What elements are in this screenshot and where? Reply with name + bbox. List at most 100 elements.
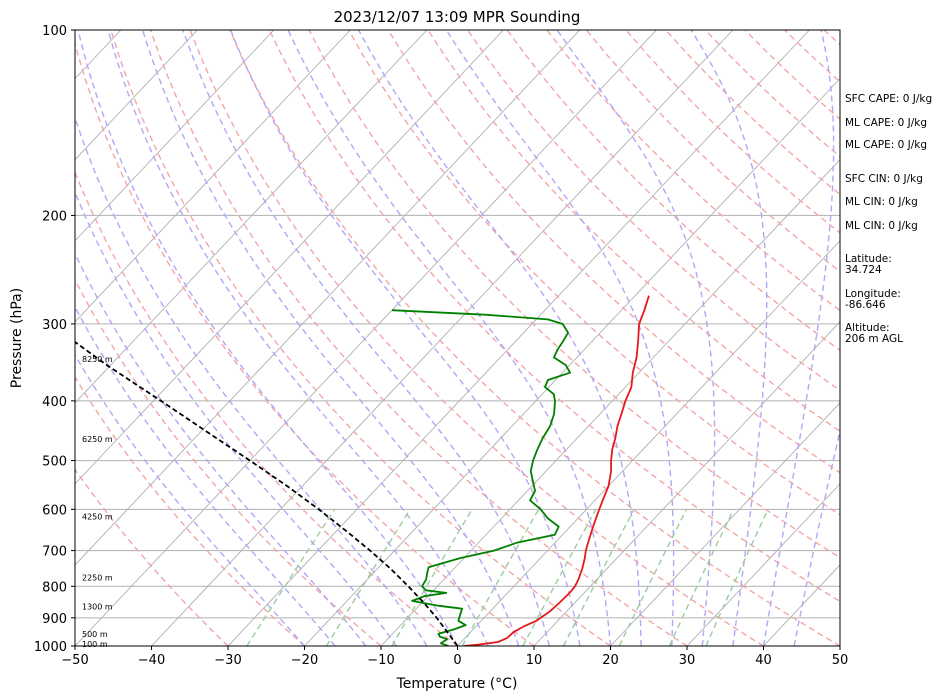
info-sfc-cape: SFC CAPE: 0 J/kg [845,93,932,105]
dry-adiabat-line [149,30,688,646]
background-lines [75,30,840,646]
height-marker-label: 100 m [82,640,108,649]
y-tick-label: 900 [42,612,67,627]
x-tick-label: 50 [832,653,849,668]
mixing-ratio-line [246,508,336,646]
info-longitude: -86.646 [845,299,886,311]
moist-adiabat-line [75,251,367,646]
isotherm-line [75,30,198,161]
isotherm-line [380,159,840,646]
moist-adiabat-line [445,30,675,646]
info-latitude: Latitude: [845,253,892,265]
isotherm-line [304,77,840,646]
y-tick-label: 200 [42,209,67,224]
mixing-ratio-line [618,508,688,646]
dry-adiabat-line [75,278,382,646]
info-ml-cin-1: ML CIN: 0 J/kg [845,196,918,208]
isotherm-line [227,30,810,646]
parcel-line [75,340,459,646]
dry-adiabat-line [347,30,840,516]
isotherm-line [75,30,504,485]
info-sfc-cin: SFC CIN: 0 J/kg [845,173,923,185]
mixing-ratio-line [668,508,735,646]
info-ml-cin-2: ML CIN: 0 J/kg [845,220,918,232]
mixing-ratio-line [391,508,473,646]
y-tick-label: 100 [42,24,67,39]
isotherm-line [75,30,351,323]
moist-adiabat-line [75,190,397,646]
x-tick-label: 40 [755,653,772,668]
info-longitude: Longitude: [845,288,901,300]
temperature-line [463,295,650,646]
moist-adiabat-line [287,30,612,646]
moist-adiabat-line [141,30,520,646]
isotherm-line [75,30,275,242]
sounding-series [75,295,650,646]
isotherm-line [533,321,840,646]
y-tick-label: 1000 [34,640,67,655]
x-tick-label: 30 [679,653,696,668]
y-tick-label: 300 [42,318,67,333]
dry-adiabat-line [229,30,840,646]
x-axis-ticks: −50 −40 −30 −20 −10 0 10 20 30 40 50 [61,646,848,668]
dry-adiabat-line [75,170,458,646]
x-tick-label: 20 [602,653,619,668]
moist-adiabat-line [75,353,306,646]
y-axis-ticks: 100 200 300 400 500 600 700 800 900 1000 [34,24,75,655]
y-tick-label: 400 [42,395,67,410]
moist-adiabat-line [357,30,642,646]
info-ml-cape-1: ML CAPE: 0 J/kg [845,117,927,129]
mixing-ratio-line [562,508,635,646]
dry-adiabat-line [387,30,840,474]
y-axis-label: Pressure (hPa) [9,288,25,388]
dry-adiabat-line [427,30,840,433]
info-altitude: 206 m AGL [845,333,903,345]
x-tick-label: −20 [291,653,318,668]
dry-adiabat-line [308,30,840,559]
dry-adiabat-line [189,30,764,646]
info-ml-cape-2: ML CAPE: 0 J/kg [845,139,927,151]
moist-adiabat-line [793,427,840,646]
height-marker-label: 2250 m [82,573,113,582]
moist-adiabat-line [75,305,336,646]
dewpoint-line [391,309,571,646]
height-marker-label: 4250 m [82,512,113,521]
mixing-ratio-line [522,508,597,646]
dry-adiabat-line [75,40,535,646]
y-tick-label: 700 [42,545,67,560]
isotherm-line [75,30,657,646]
y-tick-label: 800 [42,580,67,595]
y-tick-label: 600 [42,503,67,518]
isotherm-line [75,30,581,566]
x-tick-label: 10 [526,653,543,668]
mixing-ratio-line [705,509,769,646]
dry-adiabat-line [110,30,611,646]
height-marker-label: 8250 m [82,355,113,364]
moist-adiabat-line [762,30,835,646]
x-tick-label: −10 [367,653,394,668]
mixing-ratio-line [461,508,540,646]
isotherm-line [610,402,840,646]
sounding-info-panel: SFC CAPE: 0 J/kg ML CAPE: 0 J/kg ML CAPE: … [845,93,932,345]
dry-adiabat-line [75,468,229,646]
isotherm-line [686,483,840,646]
dry-adiabat-line [75,375,305,646]
moist-adiabat-line [556,30,716,646]
moist-adiabat-line [690,30,768,646]
info-altitude: Altitude: [845,322,890,334]
x-tick-label: 0 [453,653,461,668]
x-axis-label: Temperature (°C) [396,676,518,692]
dry-adiabat-line [268,30,840,603]
dry-adiabat-line [466,30,840,392]
moist-adiabat-line [107,30,489,646]
height-marker-label: 6250 m [82,435,113,444]
moist-adiabat-line [182,30,550,646]
y-tick-label: 500 [42,455,67,470]
x-tick-label: −30 [214,653,241,668]
moist-adiabat-line [229,30,581,646]
moist-adiabat-line [77,30,459,646]
height-marker-label: 500 m [82,630,108,639]
height-marker-label: 1300 m [82,603,113,612]
